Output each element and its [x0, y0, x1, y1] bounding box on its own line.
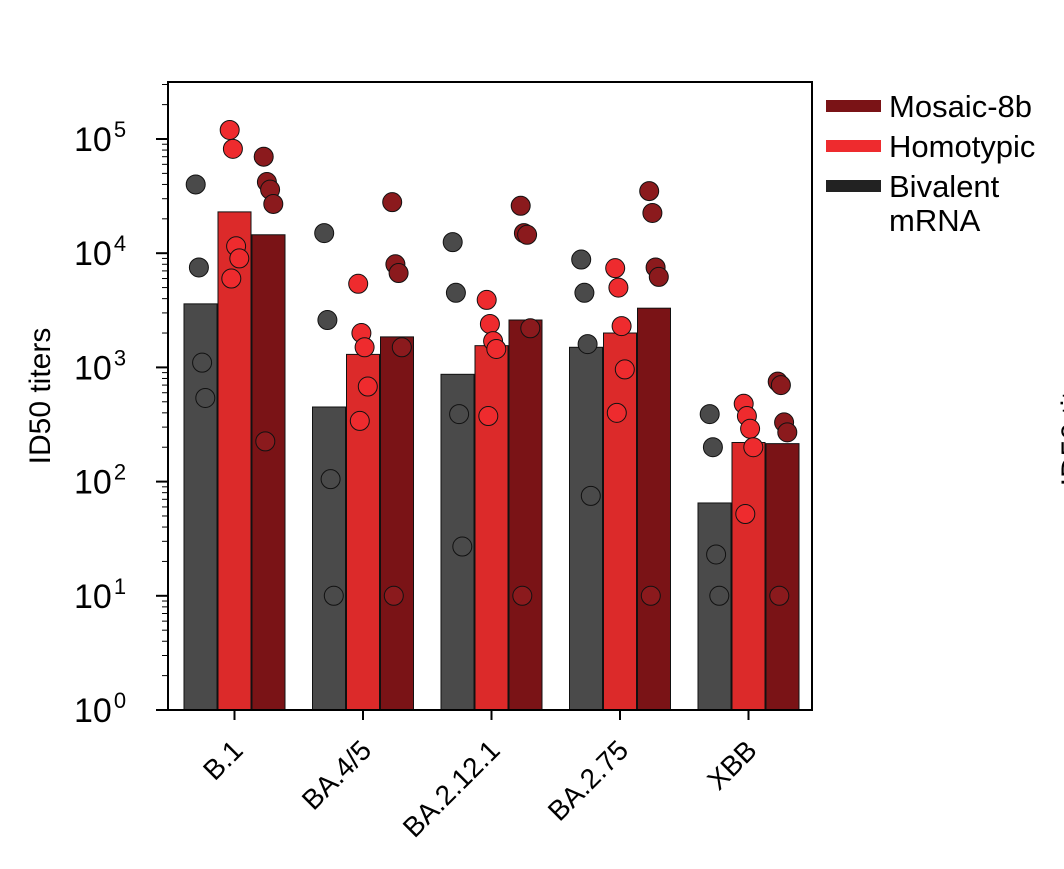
legend-swatch-mosaic-8b	[826, 100, 881, 112]
point-ba-2-12-1-homotypic-1	[476, 289, 497, 310]
point-ba-2-12-1-bivalent-mrna-2	[445, 282, 466, 303]
point-ba-4-5-homotypic-5	[349, 410, 370, 431]
point-b-1-mosaic-8b-1	[253, 146, 274, 167]
point-b-1-mosaic-8b-5	[255, 431, 276, 452]
point-ba-2-75-bivalent-mrna-4	[580, 485, 601, 506]
point-xbb-bivalent-mrna-4	[709, 585, 730, 606]
point-b-1-homotypic-2	[222, 138, 243, 159]
point-xbb-mosaic-8b-4	[777, 422, 798, 443]
point-ba-2-75-bivalent-mrna-2	[574, 282, 595, 303]
legend-swatch-bivalent-mrna	[826, 180, 881, 192]
point-ba-4-5-mosaic-8b-1	[382, 192, 403, 213]
point-ba-2-12-1-bivalent-mrna-4	[452, 536, 473, 557]
bar-ba-2-75-bivalent-mrna	[569, 346, 603, 711]
point-ba-2-75-homotypic-1	[605, 258, 626, 279]
bar-ba-2-12-1-mosaic-8b	[508, 319, 543, 711]
y-axis-title: ID50 titers	[24, 328, 57, 465]
bar-ba-4-5-bivalent-mrna	[312, 406, 346, 711]
bar-xbb-homotypic	[731, 441, 766, 711]
point-ba-4-5-homotypic-4	[357, 376, 378, 397]
point-ba-2-75-mosaic-8b-2	[642, 202, 663, 223]
y-tick-label: 103	[74, 345, 126, 387]
point-ba-2-12-1-homotypic-4	[486, 338, 507, 359]
legend-label-bivalent-mrna: Bivalent	[889, 169, 1000, 204]
point-xbb-mosaic-8b-2	[770, 375, 791, 396]
point-ba-2-75-bivalent-mrna-1	[571, 249, 592, 270]
plot-frame	[167, 81, 813, 711]
point-ba-2-12-1-mosaic-8b-1	[510, 195, 531, 216]
y-tick-label: 102	[74, 460, 126, 502]
y-tick-label: 104	[74, 231, 126, 273]
legend-label-homotypic: Homotypic	[889, 129, 1035, 164]
y-tick-label: 101	[74, 574, 126, 616]
point-b-1-homotypic-1	[219, 119, 240, 140]
legend-label-mosaic-8b: Mosaic-8b	[889, 89, 1032, 124]
point-xbb-homotypic-4	[743, 437, 764, 458]
point-ba-2-12-1-bivalent-mrna-3	[449, 404, 470, 425]
legend-swatch-homotypic	[826, 140, 881, 152]
point-ba-4-5-mosaic-8b-3	[388, 263, 409, 284]
y-axis: 100 101 102 103 104 105	[74, 84, 168, 730]
bar-ba-2-12-1-homotypic	[474, 345, 509, 711]
bar-ba-2-75-mosaic-8b	[637, 307, 671, 711]
legend-label-bivalent-mrna-line2: mRNA	[889, 203, 981, 238]
right-panel-y-axis-title: ID50 titers	[1056, 350, 1064, 487]
point-ba-2-75-homotypic-2	[608, 277, 629, 298]
points-layer	[185, 119, 798, 606]
point-ba-2-12-1-mosaic-8b-3	[517, 224, 538, 245]
point-ba-2-75-homotypic-5	[606, 402, 627, 423]
point-xbb-bivalent-mrna-2	[702, 437, 723, 458]
point-ba-4-5-mosaic-8b-5	[383, 585, 404, 606]
point-ba-4-5-bivalent-mrna-1	[314, 223, 335, 244]
point-b-1-bivalent-mrna-4	[195, 387, 216, 408]
point-b-1-bivalent-mrna-2	[188, 257, 209, 278]
point-b-1-mosaic-8b-4	[263, 193, 284, 214]
point-ba-4-5-bivalent-mrna-3	[320, 469, 341, 490]
point-ba-2-12-1-bivalent-mrna-1	[442, 232, 463, 253]
point-ba-4-5-mosaic-8b-4	[391, 337, 412, 358]
x-tick-label-ba-4-5: BA.4/5	[296, 734, 377, 815]
point-b-1-homotypic-5	[221, 268, 242, 289]
point-ba-2-12-1-mosaic-8b-5	[512, 585, 533, 606]
y-tick-label: 105	[74, 117, 126, 159]
point-xbb-bivalent-mrna-1	[699, 404, 720, 425]
x-tick-label-ba-2-75: BA.2.75	[542, 734, 634, 826]
bars-layer	[183, 211, 800, 711]
point-ba-4-5-homotypic-1	[348, 273, 369, 294]
bar-xbb-bivalent-mrna	[697, 502, 732, 711]
point-ba-4-5-homotypic-3	[354, 337, 375, 358]
point-xbb-mosaic-8b-5	[769, 585, 790, 606]
bar-ba-2-75-homotypic	[603, 332, 637, 711]
point-b-1-bivalent-mrna-3	[192, 352, 213, 373]
point-ba-2-12-1-homotypic-2	[479, 313, 500, 334]
point-ba-4-5-bivalent-mrna-4	[323, 585, 344, 606]
point-xbb-bivalent-mrna-3	[706, 544, 727, 565]
bar-xbb-mosaic-8b	[765, 443, 800, 711]
point-xbb-homotypic-5	[735, 504, 756, 525]
point-xbb-homotypic-3	[740, 418, 761, 439]
x-tick-label-ba-2-12-1: BA.2.12.1	[397, 734, 506, 843]
point-ba-4-5-bivalent-mrna-2	[317, 310, 338, 331]
bar-b-1-mosaic-8b	[251, 234, 286, 711]
y-tick-label: 100	[74, 688, 126, 730]
point-ba-2-75-homotypic-3	[611, 316, 632, 337]
point-ba-2-75-mosaic-8b-1	[639, 181, 660, 202]
bar-ba-4-5-mosaic-8b	[380, 336, 414, 711]
point-ba-2-12-1-homotypic-5	[478, 406, 499, 427]
x-tick-label-b-1: B.1	[197, 734, 249, 786]
point-ba-2-75-mosaic-8b-4	[648, 266, 669, 287]
point-b-1-bivalent-mrna-1	[185, 174, 206, 195]
point-b-1-homotypic-4	[229, 248, 250, 269]
point-ba-2-75-mosaic-8b-5	[640, 585, 661, 606]
point-ba-2-12-1-mosaic-8b-4	[520, 318, 541, 339]
point-ba-2-75-bivalent-mrna-3	[577, 334, 598, 355]
x-tick-label-xbb: XBB	[701, 734, 763, 796]
x-axis: B.1 BA.4/5 BA.2.12.1 BA.2.75 XBB	[197, 710, 763, 843]
bar-b-1-homotypic	[217, 211, 252, 711]
bar-ba-4-5-homotypic	[346, 353, 380, 711]
point-ba-2-75-homotypic-4	[614, 359, 635, 380]
